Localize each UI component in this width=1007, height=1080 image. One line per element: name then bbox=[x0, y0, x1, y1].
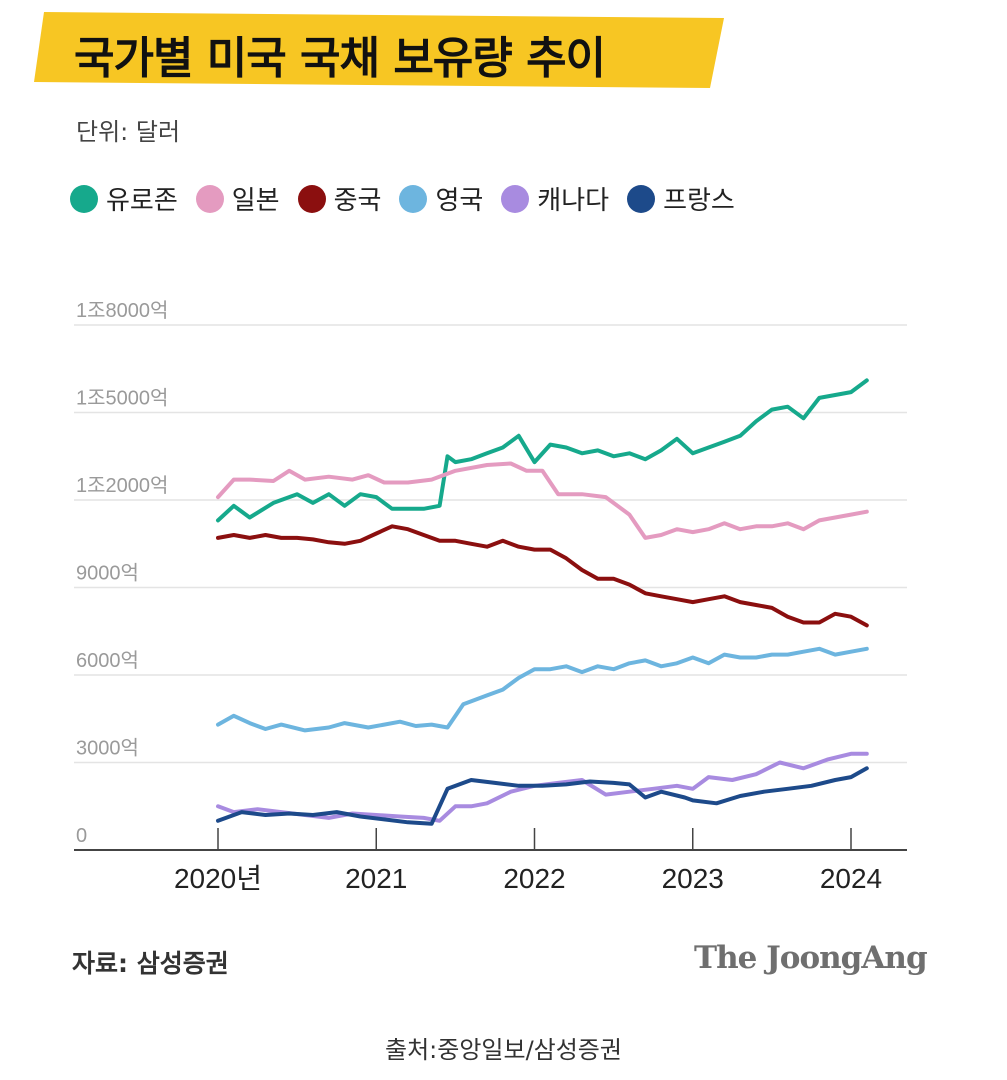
series-line-0 bbox=[216, 378, 869, 523]
legend-label-france: 프랑스 bbox=[663, 186, 735, 216]
brand-logo: The JoongAng bbox=[694, 940, 928, 976]
legend-dot-canada bbox=[501, 184, 530, 213]
title-highlight bbox=[34, 12, 724, 88]
y-tick-label: 1조8000억 bbox=[76, 299, 168, 322]
x-tick-label: 2020년 bbox=[174, 863, 262, 894]
y-tick-label: 6000억 bbox=[76, 649, 139, 672]
chart-title: 국가별 미국 국채 보유량 추이 bbox=[74, 33, 606, 84]
x-tick-label: 2022 bbox=[503, 863, 565, 894]
x-tick-label: 2021 bbox=[345, 863, 407, 894]
legend-item-canada: 캐나다 bbox=[501, 180, 609, 217]
legend-item-uk: 영국 bbox=[399, 180, 483, 217]
legend-label-china: 중국 bbox=[333, 186, 382, 216]
y-tick-label: 1조2000억 bbox=[76, 474, 168, 497]
series-line-5 bbox=[216, 766, 869, 826]
line-chart: 0 3000억 6000억 9000억 1조2000억 1조5000억 1조8000억 202… bbox=[74, 299, 907, 894]
legend: 유로존 일본 중국 영국 캐나다 프랑스 bbox=[70, 180, 753, 217]
title-highlight-shape bbox=[34, 12, 724, 88]
legend-label-uk: 영국 bbox=[435, 186, 484, 216]
legend-dot-japan bbox=[195, 184, 224, 213]
legend-dot-china bbox=[297, 184, 326, 213]
x-tick-label: 2023 bbox=[662, 863, 724, 894]
legend-item-eurozone: 유로존 bbox=[70, 180, 178, 217]
legend-dot-france bbox=[627, 184, 656, 213]
x-tick-label: 2024 bbox=[820, 863, 882, 894]
legend-item-china: 중국 bbox=[297, 180, 382, 217]
series-line-2 bbox=[216, 524, 869, 628]
series-line-3 bbox=[216, 646, 869, 733]
legend-dot-uk bbox=[399, 184, 428, 213]
source-label: 자료: 삼성증권 bbox=[72, 949, 229, 978]
legend-label-eurozone: 유로존 bbox=[106, 186, 178, 216]
legend-dot-eurozone bbox=[70, 184, 98, 213]
unit-label: 단위: 달러 bbox=[76, 118, 181, 146]
legend-item-france: 프랑스 bbox=[627, 180, 735, 217]
legend-label-canada: 캐나다 bbox=[537, 186, 610, 216]
title-banner: 국가별 미국 국채 보유량 추이 bbox=[34, 8, 734, 90]
y-tick-label: 3000억 bbox=[76, 737, 139, 760]
y-tick-label: 0 bbox=[76, 825, 87, 847]
image-credit: 출처:중앙일보/삼성증권 bbox=[385, 1036, 622, 1064]
series-line-1 bbox=[216, 461, 869, 540]
legend-item-japan: 일본 bbox=[195, 180, 280, 217]
legend-label-japan: 일본 bbox=[231, 186, 280, 216]
y-tick-label: 9000억 bbox=[76, 562, 139, 585]
y-tick-label: 1조5000억 bbox=[76, 387, 168, 410]
